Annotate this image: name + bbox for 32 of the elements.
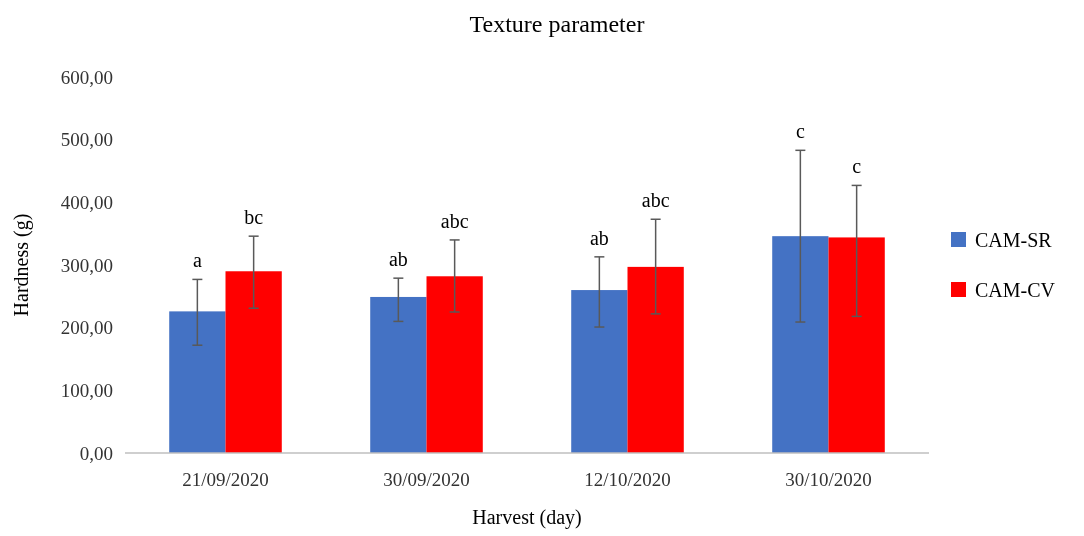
annotation: abc — [440, 209, 469, 232]
annotation: ab — [589, 226, 609, 249]
annotation: ab — [388, 248, 408, 271]
x-tick-label: 30/09/2020 — [383, 469, 470, 490]
bar — [627, 266, 684, 453]
legend-label: CAM-CV — [975, 279, 1056, 301]
annotation: c — [852, 155, 862, 178]
y-axis-title: Hardness (g) — [10, 213, 33, 317]
bar — [426, 276, 483, 453]
annotation: abc — [641, 189, 670, 212]
x-tick-label: 12/10/2020 — [584, 469, 671, 490]
chart-title: Texture parameter — [469, 11, 645, 37]
bar — [772, 236, 829, 453]
annotation: c — [795, 120, 805, 143]
bar — [828, 237, 885, 453]
bar — [225, 271, 282, 453]
y-tick-label: 0,00 — [79, 442, 113, 464]
y-tick-label: 100,00 — [60, 379, 113, 401]
annotation: a — [192, 249, 202, 272]
bar — [370, 296, 427, 453]
y-tick-label: 200,00 — [60, 317, 113, 339]
annotation: bc — [244, 206, 264, 229]
legend-label: CAM-SR — [975, 229, 1053, 251]
bar — [571, 290, 628, 453]
y-tick-label: 300,00 — [60, 254, 113, 276]
bar — [169, 311, 226, 453]
x-axis-title: Harvest (day) — [472, 506, 582, 529]
y-tick-label: 600,00 — [60, 66, 113, 88]
x-tick-label: 21/09/2020 — [182, 469, 269, 490]
y-tick-label: 500,00 — [60, 129, 113, 151]
x-tick-label: 30/10/2020 — [785, 469, 872, 490]
y-tick-label: 400,00 — [60, 191, 113, 213]
